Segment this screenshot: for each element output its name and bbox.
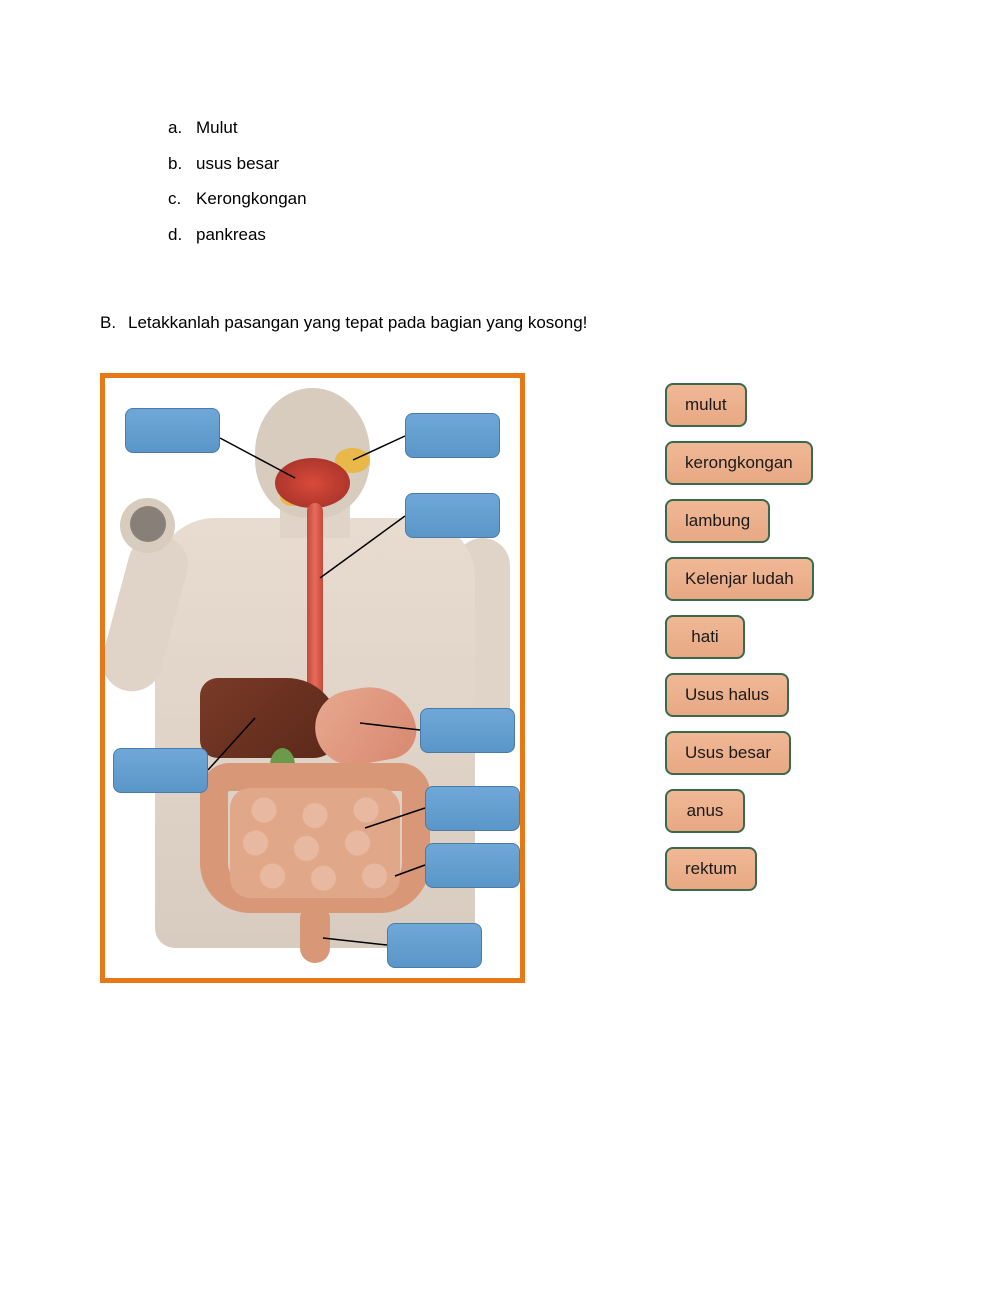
anatomy-small-intestine [230, 788, 400, 898]
option-b[interactable]: b. usus besar [168, 146, 900, 182]
option-marker: d. [168, 217, 196, 253]
option-marker: a. [168, 110, 196, 146]
blank-rectum[interactable] [387, 923, 482, 968]
label-kelenjar-ludah[interactable]: Kelenjar ludah [665, 557, 814, 601]
label-usus-halus[interactable]: Usus halus [665, 673, 789, 717]
blank-esophagus[interactable] [405, 493, 500, 538]
multiple-choice-options: a. Mulut b. usus besar c. Kerongkongan d… [168, 110, 900, 253]
worksheet-page: a. Mulut b. usus besar c. Kerongkongan d… [0, 0, 1000, 1291]
label-kerongkongan[interactable]: kerongkongan [665, 441, 813, 485]
label-mulut[interactable]: mulut [665, 383, 747, 427]
option-c[interactable]: c. Kerongkongan [168, 181, 900, 217]
diagram-area: mulut kerongkongan lambung Kelenjar luda… [100, 373, 900, 983]
blank-large-int[interactable] [425, 843, 520, 888]
anatomy-diagram-frame [100, 373, 525, 983]
option-text: usus besar [196, 146, 279, 182]
blank-small-int[interactable] [425, 786, 520, 831]
label-hati[interactable]: hati [665, 615, 745, 659]
blank-salivary[interactable] [405, 413, 500, 458]
option-text: Mulut [196, 110, 238, 146]
blank-stomach[interactable] [420, 708, 515, 753]
option-text: pankreas [196, 217, 266, 253]
option-d[interactable]: d. pankreas [168, 217, 900, 253]
label-usus-besar[interactable]: Usus besar [665, 731, 791, 775]
blank-mouth[interactable] [125, 408, 220, 453]
section-marker: B. [100, 313, 128, 333]
section-text: Letakkanlah pasangan yang tepat pada bag… [128, 313, 587, 333]
anatomy-esophagus [307, 503, 323, 703]
label-anus[interactable]: anus [665, 789, 745, 833]
anatomy-mouth [275, 458, 350, 508]
blank-liver[interactable] [113, 748, 208, 793]
option-marker: b. [168, 146, 196, 182]
label-lambung[interactable]: lambung [665, 499, 770, 543]
answer-labels-column: mulut kerongkongan lambung Kelenjar luda… [665, 383, 814, 891]
option-a[interactable]: a. Mulut [168, 110, 900, 146]
option-marker: c. [168, 181, 196, 217]
anatomy-rectum [300, 908, 330, 963]
section-b-instruction: B. Letakkanlah pasangan yang tepat pada … [100, 313, 900, 333]
anatomy-apple [130, 506, 166, 542]
label-rektum[interactable]: rektum [665, 847, 757, 891]
option-text: Kerongkongan [196, 181, 307, 217]
